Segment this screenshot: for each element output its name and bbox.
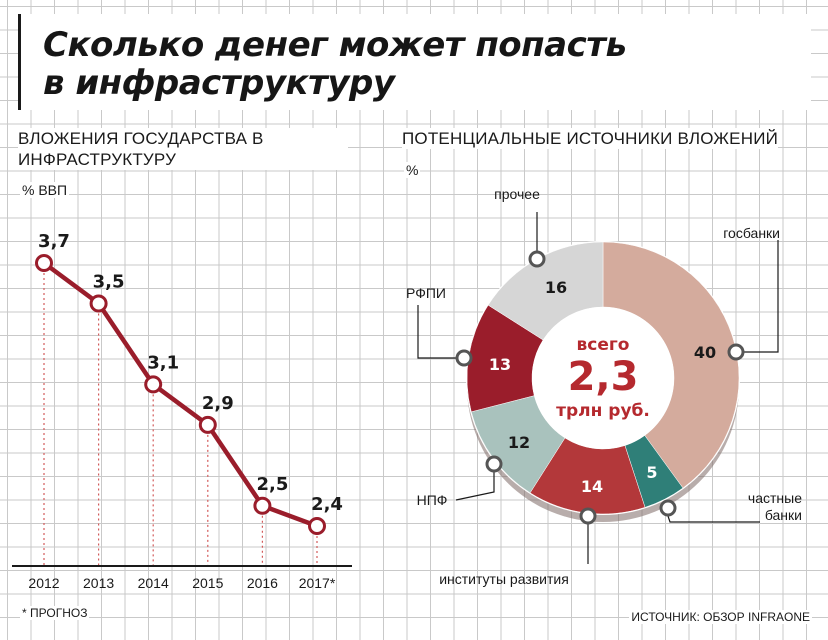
marker-instituty — [579, 507, 597, 525]
data-point-2014 — [144, 375, 163, 394]
value-label-2015: 2,9 — [202, 393, 234, 414]
data-point-2015 — [198, 415, 217, 434]
x-tick-2012: 2012 — [28, 575, 59, 591]
label-instituty: институты развития — [439, 571, 569, 587]
left-chart-title: ВЛОЖЕНИЯ ГОСУДАРСТВА В ИНФРАСТРУКТУРУ — [18, 128, 348, 170]
label-npf: НПФ — [417, 492, 448, 508]
x-tick-2016: 2016 — [247, 575, 278, 591]
marker-npf — [485, 455, 503, 473]
right-chart-unit: % — [404, 162, 421, 178]
donut-center — [532, 307, 674, 449]
slice-value-gosbanki: 40 — [694, 343, 716, 362]
source-note: ИСТОЧНИК: ОБЗОР INFRAONE — [629, 610, 812, 624]
label-chastnye: частные банки — [748, 490, 802, 523]
label-prochee: прочее — [494, 186, 540, 202]
center-total-value: 2,3 — [568, 354, 639, 400]
slice-value-prochee: 16 — [545, 278, 567, 297]
right-chart-title: ПОТЕНЦИАЛЬНЫЕ ИСТОЧНИКИ ВЛОЖЕНИЙ — [402, 128, 779, 149]
x-tick-2014: 2014 — [138, 575, 169, 591]
center-total-unit: трлн руб. — [556, 401, 650, 421]
data-point-2012 — [35, 254, 53, 272]
marker-rfpi — [455, 349, 473, 367]
leader-rfpi — [417, 305, 456, 359]
marker-prochee — [528, 250, 546, 268]
page-title: Сколько денег может попасть в инфраструк… — [43, 25, 627, 103]
slice-value-chastnye: 5 — [646, 463, 657, 482]
left-chart-unit: % ВВП — [20, 182, 70, 198]
x-tick-2017*: 2017* — [299, 575, 336, 591]
value-label-2014: 3,1 — [147, 352, 179, 373]
x-tick-2015: 2015 — [192, 575, 223, 591]
title-line-1: Сколько денег может попасть — [43, 25, 627, 65]
footnote: * ПРОГНОЗ — [20, 606, 90, 620]
slice-value-instituty: 14 — [581, 477, 603, 496]
marker-chastnye — [659, 499, 677, 517]
slice-value-npf: 12 — [508, 433, 530, 452]
series-line — [42, 261, 318, 529]
leader-gosbanki — [744, 240, 779, 353]
label-rfpi: РФПИ — [406, 285, 446, 301]
data-point-2017* — [308, 517, 326, 535]
value-label-2013: 3,5 — [93, 271, 125, 292]
slice-value-rfpi: 13 — [489, 355, 511, 374]
title-line-2: в инфраструктуру — [43, 63, 395, 103]
x-tick-2013: 2013 — [83, 575, 114, 591]
value-label-2016: 2,5 — [256, 474, 288, 495]
title-box: Сколько денег может попасть в инфраструк… — [18, 14, 811, 110]
leader-chastnye — [667, 515, 760, 523]
label-gosbanki: госбанки — [723, 225, 780, 241]
leader-npf — [455, 472, 495, 501]
data-point-2016 — [253, 496, 272, 515]
value-label-2012: 3,7 — [38, 231, 70, 252]
line-chart: 3,7 2012 3,5 2013 3,1 2014 2,9 2015 2,5 2016 2,4 20… — [12, 231, 352, 591]
center-total-caption: всего — [577, 335, 630, 355]
value-label-2017*: 2,4 — [311, 494, 343, 515]
marker-gosbanki — [727, 343, 745, 361]
data-point-2013 — [89, 294, 108, 313]
